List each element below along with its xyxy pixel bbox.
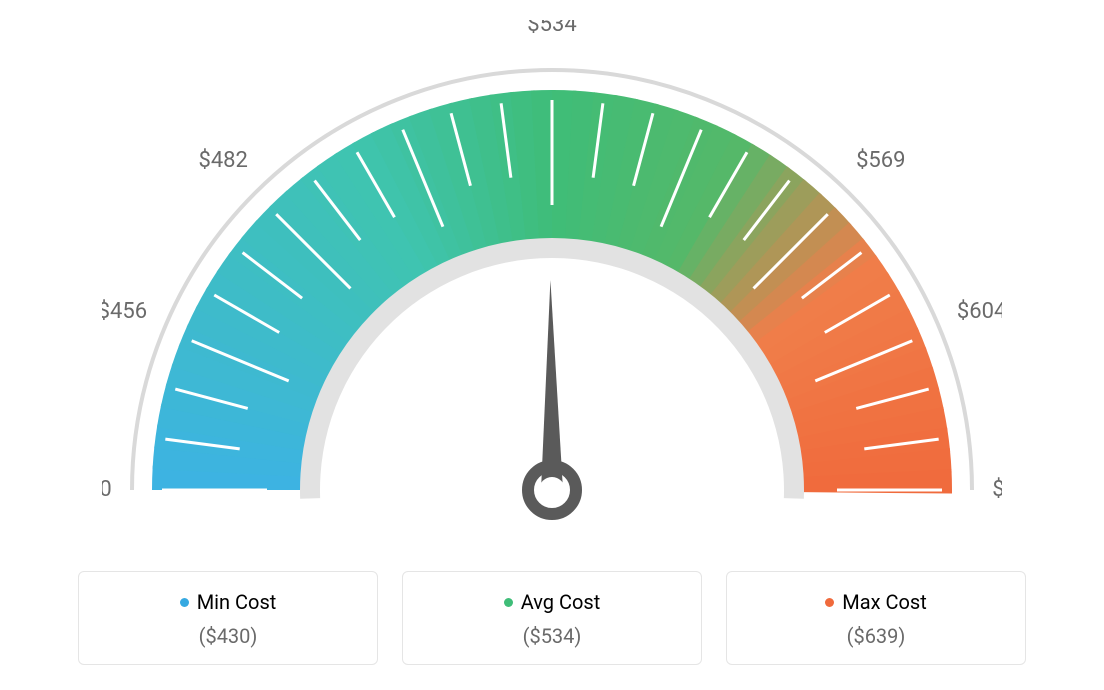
legend-card-min: Min Cost ($430) xyxy=(78,571,378,665)
legend-value-avg: ($534) xyxy=(523,624,582,648)
legend-title-avg: Avg Cost xyxy=(504,590,601,614)
legend-dot-avg xyxy=(504,598,513,607)
legend-label-avg: Avg Cost xyxy=(521,590,601,614)
gauge-svg: $430 $456 $482 $534 $569 $604 $639 xyxy=(102,20,1002,550)
svg-text:$604: $604 xyxy=(957,299,1002,324)
legend-value-min: ($430) xyxy=(199,624,258,648)
svg-text:$534: $534 xyxy=(527,20,576,37)
legend-title-max: Max Cost xyxy=(825,590,927,614)
svg-text:$569: $569 xyxy=(856,148,905,173)
gauge-chart: $430 $456 $482 $534 $569 $604 $639 xyxy=(0,0,1104,560)
svg-text:$639: $639 xyxy=(992,477,1002,502)
svg-text:$456: $456 xyxy=(102,299,147,324)
svg-text:$430: $430 xyxy=(102,477,112,502)
svg-text:$482: $482 xyxy=(198,148,247,173)
legend-title-min: Min Cost xyxy=(180,590,277,614)
legend-card-avg: Avg Cost ($534) xyxy=(402,571,702,665)
legend-label-max: Max Cost xyxy=(842,590,927,614)
legend-row: Min Cost ($430) Avg Cost ($534) Max Cost… xyxy=(78,571,1026,665)
legend-dot-min xyxy=(180,598,189,607)
legend-label-min: Min Cost xyxy=(197,590,277,614)
legend-dot-max xyxy=(825,598,834,607)
legend-card-max: Max Cost ($639) xyxy=(726,571,1026,665)
legend-value-max: ($639) xyxy=(847,624,906,648)
